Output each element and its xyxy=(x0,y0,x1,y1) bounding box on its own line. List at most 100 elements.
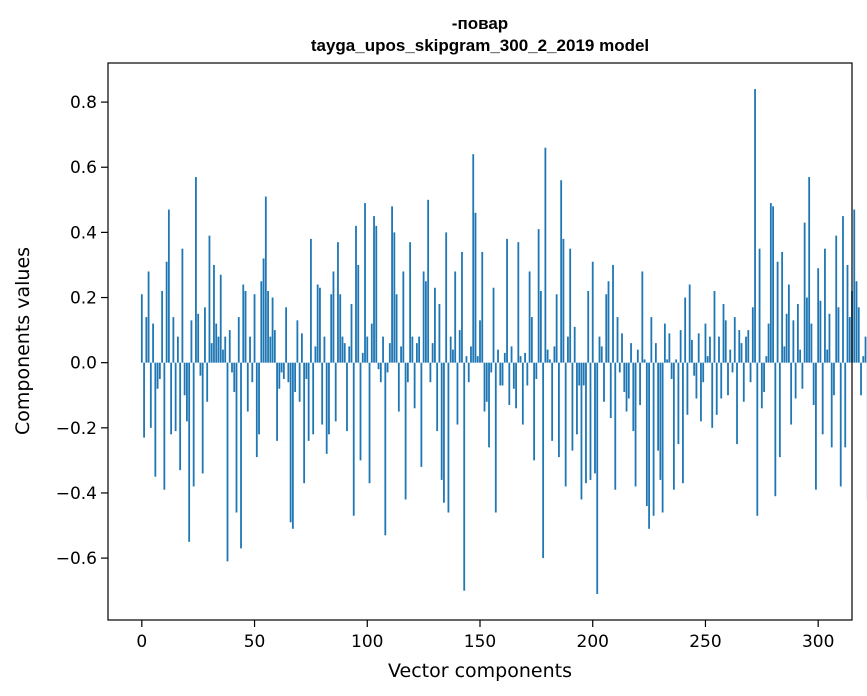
bar-203 xyxy=(598,336,601,363)
bar-35 xyxy=(219,274,222,363)
bar-289 xyxy=(792,320,795,363)
bar-119 xyxy=(409,242,412,363)
bar-67 xyxy=(291,362,294,529)
bar-170 xyxy=(524,352,526,363)
bar-29 xyxy=(206,362,209,402)
bar-122 xyxy=(415,343,418,363)
y-tick-label-6: 0.6 xyxy=(70,158,97,178)
bar-7 xyxy=(156,362,159,389)
bar-33 xyxy=(215,323,218,363)
bar-0 xyxy=(140,294,143,363)
bar-257 xyxy=(720,362,723,399)
bar-269 xyxy=(747,330,750,363)
bar-145 xyxy=(467,362,470,383)
bar-306 xyxy=(830,362,833,448)
bar-286 xyxy=(785,313,788,363)
y-axis-ticks: −0.6 −0.4 −0.2 0.0 0.2 0.4 0.6 0.8 xyxy=(56,93,108,569)
bar-118 xyxy=(406,362,409,383)
bar-187 xyxy=(562,238,565,363)
bar-31 xyxy=(210,343,213,363)
bar-99 xyxy=(364,203,366,363)
bar-104 xyxy=(375,225,378,363)
bar-264 xyxy=(736,362,738,445)
bar-19 xyxy=(183,362,186,396)
bar-221 xyxy=(639,362,641,406)
bar-174 xyxy=(533,362,536,461)
bar-20 xyxy=(186,362,188,422)
bar-220 xyxy=(636,349,639,363)
bar-129 xyxy=(431,343,434,363)
bar-247 xyxy=(697,333,700,363)
bar-314 xyxy=(848,317,851,363)
bar-30 xyxy=(208,235,211,363)
bar-48 xyxy=(249,336,251,363)
bar-138 xyxy=(452,349,454,363)
bar-231 xyxy=(661,362,664,513)
bar-284 xyxy=(781,251,784,363)
bar-152 xyxy=(483,362,486,412)
bar-144 xyxy=(465,356,468,363)
bar-98 xyxy=(361,352,364,363)
bar-39 xyxy=(228,330,231,363)
bar-287 xyxy=(787,284,790,363)
bar-109 xyxy=(386,362,389,373)
bar-34 xyxy=(217,336,220,363)
bar-6 xyxy=(154,362,157,477)
bar-278 xyxy=(767,323,770,363)
bar-236 xyxy=(672,362,675,490)
bar-205 xyxy=(603,362,605,402)
bar-259 xyxy=(724,320,727,363)
bar-283 xyxy=(778,362,781,458)
bar-249 xyxy=(702,362,705,383)
bar-318 xyxy=(857,307,860,363)
bar-74 xyxy=(307,362,310,441)
bar-179 xyxy=(544,147,547,363)
bar-245 xyxy=(693,362,696,376)
bar-13 xyxy=(170,362,173,435)
bar-126 xyxy=(424,281,427,363)
bar-296 xyxy=(808,177,811,363)
bar-94 xyxy=(352,362,355,516)
bar-178 xyxy=(542,362,545,559)
bar-293 xyxy=(801,362,804,389)
bar-265 xyxy=(738,330,741,363)
bar-303 xyxy=(824,248,826,363)
x-tick-label-5: 250 xyxy=(689,632,721,652)
bar-189 xyxy=(567,336,569,363)
bar-272 xyxy=(754,89,756,363)
bar-181 xyxy=(548,359,551,363)
bar-60 xyxy=(276,362,278,441)
bar-319 xyxy=(860,362,862,396)
bar-2 xyxy=(145,317,148,363)
bar-237 xyxy=(675,359,678,363)
bar-298 xyxy=(812,362,815,406)
bar-294 xyxy=(803,222,806,363)
bar-32 xyxy=(213,264,215,363)
bar-14 xyxy=(172,317,175,363)
bar-42 xyxy=(235,362,238,513)
bar-299 xyxy=(815,362,817,490)
bar-188 xyxy=(564,362,567,487)
bar-304 xyxy=(826,349,829,363)
x-axis-ticks: 0 50 100 150 200 250 300 xyxy=(136,620,834,652)
bar-82 xyxy=(325,362,328,454)
bar-83 xyxy=(328,362,330,435)
bar-4 xyxy=(149,362,152,428)
bar-217 xyxy=(630,343,632,363)
bar-201 xyxy=(594,362,596,474)
bar-45 xyxy=(242,284,245,363)
bar-130 xyxy=(434,287,436,363)
bar-78 xyxy=(316,284,319,363)
bar-15 xyxy=(174,362,177,432)
bar-124 xyxy=(420,362,423,467)
bar-44 xyxy=(240,362,242,549)
bar-28 xyxy=(204,307,206,363)
bar-81 xyxy=(323,336,326,363)
bar-142 xyxy=(461,251,463,363)
bar-149 xyxy=(476,356,479,363)
bar-110 xyxy=(388,343,391,363)
bar-111 xyxy=(391,206,393,363)
bar-302 xyxy=(821,362,824,435)
bar-279 xyxy=(769,203,772,363)
bar-164 xyxy=(510,346,513,363)
